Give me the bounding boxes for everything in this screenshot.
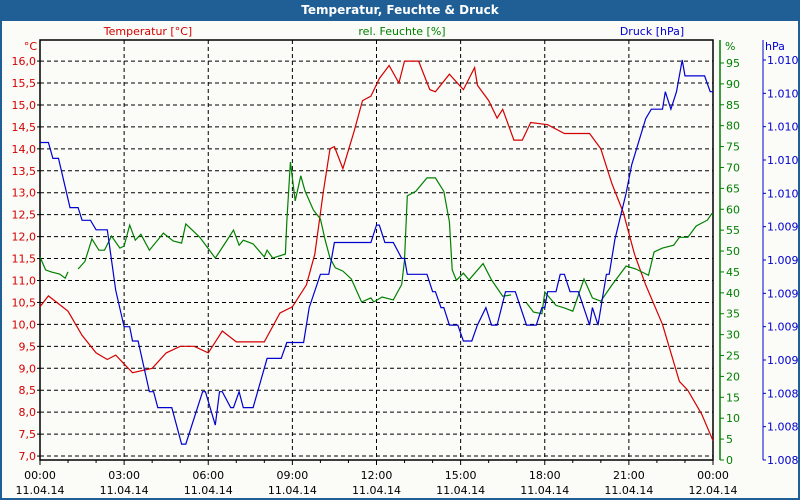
x-tick-date: 11.04.14 (16, 484, 65, 497)
pressure-tick-label: 1.010 (767, 154, 798, 167)
humidity-tick-label: 75 (726, 141, 740, 154)
x-tick-time: 06:00 (192, 469, 224, 482)
left-tick-label: 14,5 (12, 121, 37, 134)
left-tick-label: 9,0 (19, 362, 37, 375)
humidity-series-line (77, 161, 512, 303)
x-tick-date: 11.04.14 (520, 484, 569, 497)
window-title: Temperatur, Feuchte & Druck (0, 0, 800, 21)
pressure-axis-unit: hPa (765, 40, 785, 53)
x-tick-date: 11.04.14 (184, 484, 233, 497)
left-tick-label: 13,0 (12, 187, 37, 200)
chart: 7,0 7,5 8,0 8,5 9,0 9,5 10,0 10,5 11,0 11,5 12,0 12… (12, 25, 799, 497)
left-tick-label: 7,5 (19, 428, 37, 441)
humidity-tick-label: 35 (726, 308, 740, 321)
x-tick-time: 12:00 (361, 469, 393, 482)
humidity-series-line (39, 256, 69, 280)
pressure-tick-label: 1.009 (767, 354, 798, 367)
humidity-tick-label: 15 (726, 391, 740, 404)
humidity-series-line (526, 213, 714, 315)
humidity-tick-label: 70 (726, 161, 740, 174)
pressure-tick-label: 1.010 (767, 87, 798, 100)
x-tick-date: 11.04.14 (436, 484, 485, 497)
plot-frame (39, 39, 714, 461)
pressure-tick-label: 1.009 (767, 221, 798, 234)
humidity-tick-label: 85 (726, 99, 740, 112)
pressure-tick-label: 1.008 (767, 387, 798, 400)
x-tick-date: 11.04.14 (352, 484, 401, 497)
left-tick-label: 13,5 (12, 165, 37, 178)
x-tick-time: 09:00 (277, 469, 309, 482)
pressure-tick-label: 1.010 (767, 187, 798, 200)
left-tick-label: 11,0 (12, 275, 37, 288)
pressure-tick-label: 1.009 (767, 254, 798, 267)
humidity-tick-label: 95 (726, 57, 740, 70)
x-tick-time: 21:00 (613, 469, 645, 482)
humidity-axis-unit: % (725, 40, 735, 53)
humidity-tick-label: 0 (726, 454, 733, 467)
pressure-tick-label: 1.010 (767, 121, 798, 134)
left-tick-label: 8,0 (19, 406, 37, 419)
x-tick-date: 11.04.14 (604, 484, 653, 497)
pressure-tick-label: 1.009 (767, 287, 798, 300)
left-tick-label: 14,0 (12, 143, 37, 156)
left-tick-label: 12,5 (12, 209, 37, 222)
x-tick-time: 18:00 (529, 469, 561, 482)
left-tick-label: 9,5 (19, 340, 37, 353)
left-tick-label: 10,5 (12, 296, 37, 309)
humidity-tick-label: 45 (726, 266, 740, 279)
x-tick-time: 00:00 (24, 469, 56, 482)
humidity-tick-label: 60 (726, 203, 740, 216)
humidity-tick-label: 90 (726, 78, 740, 91)
legend-humidity: rel. Feuchte [%] (358, 25, 445, 38)
humidity-tick-label: 65 (726, 182, 740, 195)
humidity-tick-label: 20 (726, 370, 740, 383)
humidity-tick-label: 80 (726, 120, 740, 133)
humidity-tick-label: 50 (726, 245, 740, 258)
humidity-tick-label: 40 (726, 287, 740, 300)
left-axis-unit: °C (24, 40, 38, 53)
pressure-tick-label: 1.008 (767, 454, 798, 467)
humidity-tick-label: 5 (726, 433, 733, 446)
humidity-tick-label: 10 (726, 412, 740, 425)
x-tick-time: 03:00 (108, 469, 140, 482)
pressure-tick-label: 1.010 (767, 54, 798, 67)
legend-pressure: Druck [hPa] (620, 25, 684, 38)
humidity-tick-label: 55 (726, 224, 740, 237)
humidity-tick-label: 25 (726, 350, 740, 363)
x-tick-date: 12.04.14 (689, 484, 738, 497)
left-tick-label: 8,5 (19, 384, 37, 397)
left-tick-label: 16,0 (12, 55, 37, 68)
pressure-tick-label: 1.009 (767, 321, 798, 334)
chart-panel: 7,0 7,5 8,0 8,5 9,0 9,5 10,0 10,5 11,0 11,5 12,0 12… (2, 21, 798, 498)
left-tick-label: 15,5 (12, 77, 37, 90)
left-tick-label: 15,0 (12, 99, 37, 112)
pressure-series-line (40, 59, 713, 445)
x-tick-date: 11.04.14 (100, 484, 149, 497)
left-tick-label: 11,5 (12, 253, 37, 266)
x-tick-time: 00:00 (697, 469, 729, 482)
humidity-tick-label: 30 (726, 329, 740, 342)
left-tick-label: 12,0 (12, 231, 37, 244)
x-tick-date: 11.04.14 (268, 484, 317, 497)
legend-temperature: Temperatur [°C] (103, 25, 192, 38)
left-tick-label: 10,0 (12, 318, 37, 331)
pressure-tick-label: 1.008 (767, 421, 798, 434)
x-tick-time: 15:00 (445, 469, 477, 482)
left-tick-label: 7,0 (19, 450, 37, 463)
temperature-series-line (39, 60, 714, 441)
